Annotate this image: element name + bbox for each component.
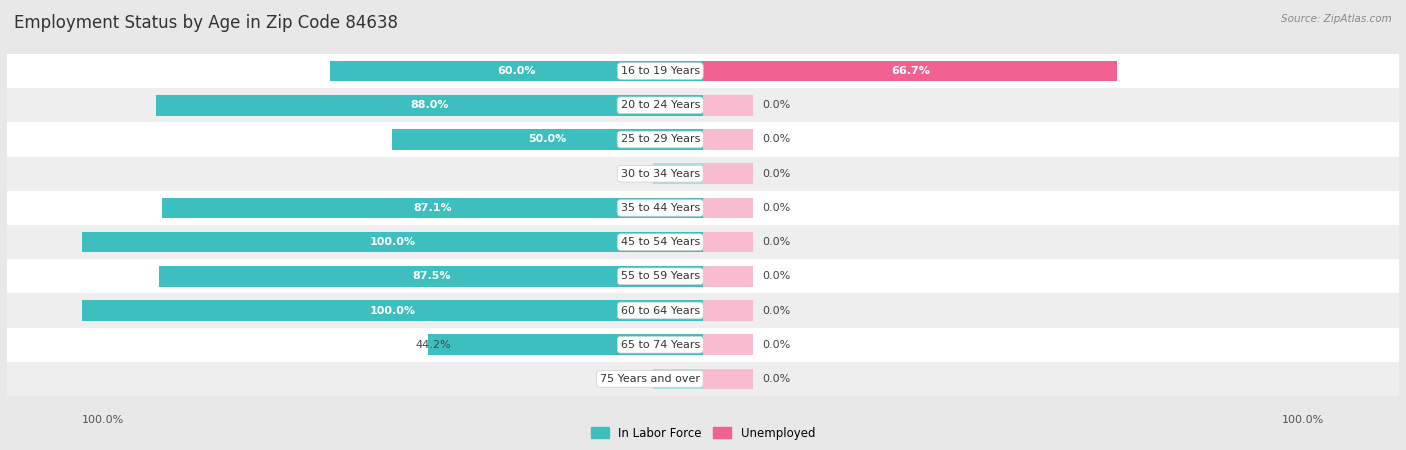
Bar bbox=[7, 157, 703, 191]
Bar bbox=[703, 225, 1399, 259]
Text: 0.0%: 0.0% bbox=[762, 306, 790, 315]
Text: 0.0%: 0.0% bbox=[762, 237, 790, 247]
Bar bbox=[703, 369, 752, 389]
Bar bbox=[703, 266, 752, 287]
Text: 75 Years and over: 75 Years and over bbox=[600, 374, 700, 384]
Bar bbox=[703, 95, 752, 116]
Text: 0.0%: 0.0% bbox=[762, 271, 790, 281]
Bar bbox=[703, 88, 1399, 122]
Bar bbox=[703, 328, 1399, 362]
Bar bbox=[159, 266, 703, 287]
Bar bbox=[7, 191, 703, 225]
Bar bbox=[703, 300, 752, 321]
Bar bbox=[82, 300, 703, 321]
Bar bbox=[429, 334, 703, 355]
Bar bbox=[7, 122, 703, 157]
Text: Employment Status by Age in Zip Code 84638: Employment Status by Age in Zip Code 846… bbox=[14, 14, 398, 32]
Bar bbox=[703, 191, 1399, 225]
Bar bbox=[7, 88, 703, 122]
Text: 30 to 34 Years: 30 to 34 Years bbox=[621, 169, 700, 179]
Legend: In Labor Force, Unemployed: In Labor Force, Unemployed bbox=[591, 427, 815, 440]
Text: 88.0%: 88.0% bbox=[411, 100, 449, 110]
Text: 0.0%: 0.0% bbox=[762, 340, 790, 350]
Text: 87.1%: 87.1% bbox=[413, 203, 451, 213]
Text: 0.0%: 0.0% bbox=[762, 135, 790, 144]
Bar bbox=[703, 198, 752, 218]
Bar bbox=[156, 95, 703, 116]
Text: 55 to 59 Years: 55 to 59 Years bbox=[621, 271, 700, 281]
Text: 100.0%: 100.0% bbox=[370, 306, 415, 315]
Bar bbox=[703, 362, 1399, 396]
Bar bbox=[7, 293, 703, 328]
Text: 100.0%: 100.0% bbox=[370, 237, 415, 247]
Text: 65 to 74 Years: 65 to 74 Years bbox=[620, 340, 700, 350]
Bar bbox=[703, 157, 1399, 191]
Text: 0.0%: 0.0% bbox=[762, 203, 790, 213]
Text: 25 to 29 Years: 25 to 29 Years bbox=[620, 135, 700, 144]
Bar bbox=[7, 225, 703, 259]
Bar bbox=[7, 328, 703, 362]
Text: 100.0%: 100.0% bbox=[1282, 415, 1324, 425]
Text: 66.7%: 66.7% bbox=[891, 66, 929, 76]
Text: 16 to 19 Years: 16 to 19 Years bbox=[621, 66, 700, 76]
Bar bbox=[654, 369, 703, 389]
Text: 0.0%: 0.0% bbox=[762, 100, 790, 110]
Text: 0.0%: 0.0% bbox=[762, 169, 790, 179]
Text: 87.5%: 87.5% bbox=[412, 271, 450, 281]
Bar bbox=[162, 198, 703, 218]
Bar bbox=[703, 334, 752, 355]
Text: Source: ZipAtlas.com: Source: ZipAtlas.com bbox=[1281, 14, 1392, 23]
Text: 60.0%: 60.0% bbox=[498, 66, 536, 76]
Bar bbox=[703, 293, 1399, 328]
Bar bbox=[703, 54, 1399, 88]
Bar bbox=[7, 54, 703, 88]
Text: 0.0%: 0.0% bbox=[762, 374, 790, 384]
Text: 100.0%: 100.0% bbox=[82, 415, 124, 425]
Bar bbox=[703, 163, 752, 184]
Bar bbox=[703, 61, 1118, 81]
Bar bbox=[703, 232, 752, 252]
Text: 50.0%: 50.0% bbox=[529, 135, 567, 144]
Bar bbox=[7, 362, 703, 396]
Bar bbox=[654, 163, 703, 184]
Bar bbox=[703, 259, 1399, 293]
Text: 20 to 24 Years: 20 to 24 Years bbox=[620, 100, 700, 110]
Bar bbox=[703, 122, 1399, 157]
Text: 0.0%: 0.0% bbox=[644, 169, 672, 179]
Bar bbox=[703, 129, 752, 150]
Text: 45 to 54 Years: 45 to 54 Years bbox=[620, 237, 700, 247]
Bar bbox=[82, 232, 703, 252]
Text: 35 to 44 Years: 35 to 44 Years bbox=[620, 203, 700, 213]
Text: 44.2%: 44.2% bbox=[416, 340, 451, 350]
Text: 60 to 64 Years: 60 to 64 Years bbox=[621, 306, 700, 315]
Bar bbox=[330, 61, 703, 81]
Bar bbox=[7, 259, 703, 293]
Bar bbox=[392, 129, 703, 150]
Text: 0.0%: 0.0% bbox=[644, 374, 672, 384]
